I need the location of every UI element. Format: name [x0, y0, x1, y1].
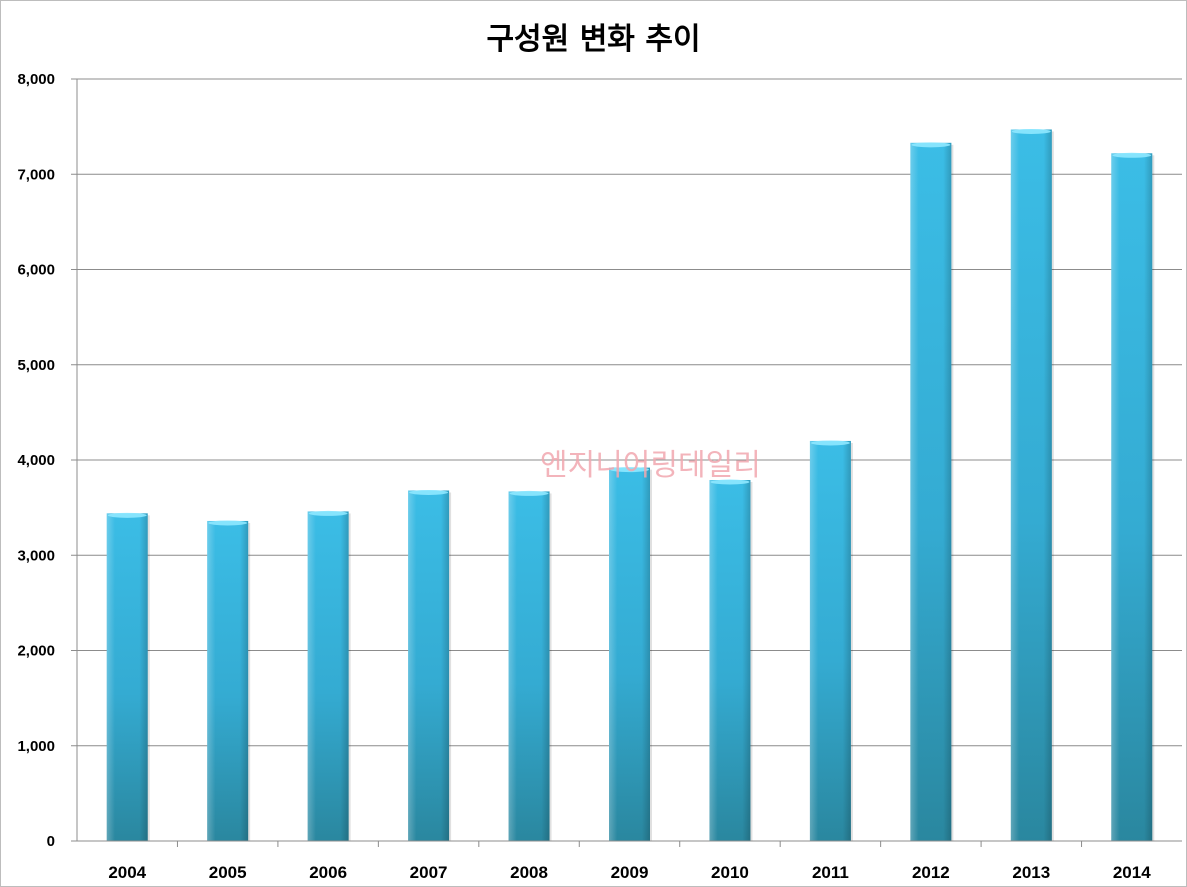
bar-shade: [508, 491, 550, 841]
x-tick-label: 2011: [812, 863, 849, 882]
y-tick-label: 3,000: [17, 547, 55, 564]
bar-2007: [408, 489, 452, 841]
x-tick-label: 2013: [1012, 863, 1050, 882]
bar-2011: [809, 440, 853, 841]
bar-2008: [508, 490, 552, 841]
bar-2006: [307, 510, 351, 841]
bar-2005: [207, 520, 251, 841]
x-tick-label: 2004: [108, 863, 146, 882]
watermark-text: 엔지니어링데일리: [540, 448, 761, 483]
chart-title: 구성원 변화 추이: [486, 22, 701, 57]
x-tick-label: 2012: [912, 863, 950, 882]
y-tick-label: 1,000: [17, 738, 55, 755]
y-tick-labels: 0 1,000 2,000 3,000 4,000 5,000 6,000 7,000 8,00…: [17, 71, 55, 850]
x-tick-label: 2007: [410, 863, 448, 882]
y-tick-label: 8,000: [17, 71, 55, 88]
bar-shade: [408, 490, 450, 841]
bar-shade: [207, 520, 249, 841]
bar-shade: [709, 480, 751, 841]
bar-highlight: [911, 142, 951, 148]
x-tick-label: 2006: [309, 863, 347, 882]
bar-highlight: [1011, 128, 1051, 134]
bar-highlight: [208, 520, 248, 526]
bar-highlight: [107, 512, 147, 518]
bar-shade: [106, 513, 148, 841]
x-tick-labels: 2004 2005 2006 2007 2008 2009 2010 2011 2012 2013…: [108, 863, 1151, 882]
bar-2012: [910, 142, 954, 841]
bar-shade: [809, 440, 851, 841]
y-tick-label: 4,000: [17, 452, 55, 469]
x-tick-label: 2009: [611, 863, 649, 882]
bar-highlight: [810, 440, 850, 446]
bar-2013: [1010, 128, 1054, 842]
y-tick-label: 5,000: [17, 357, 55, 374]
bar-shade: [307, 511, 349, 841]
bar-highlight: [509, 490, 549, 496]
bar-2010: [709, 479, 753, 841]
bar-highlight: [710, 479, 750, 485]
x-tick-label: 2010: [711, 863, 749, 882]
bar-shade: [609, 467, 650, 841]
bar-2004: [106, 512, 150, 841]
bar-2009: [609, 467, 652, 841]
bar-highlight: [610, 467, 649, 473]
bar-shade: [910, 142, 952, 841]
y-tick-label: 7,000: [17, 166, 55, 183]
bar-highlight: [308, 510, 348, 516]
bar-shade: [1010, 129, 1052, 842]
bar-shade: [1111, 153, 1153, 842]
x-tick-label: 2014: [1113, 863, 1151, 882]
axes: [76, 79, 1182, 847]
bar-highlight: [409, 489, 449, 495]
bar-highlight: [1112, 152, 1152, 158]
bar-2014: [1111, 152, 1155, 842]
y-tick-label: 6,000: [17, 262, 55, 279]
y-tick-label: 0: [47, 833, 55, 850]
x-tick-label: 2005: [209, 863, 247, 882]
y-tick-label: 2,000: [17, 643, 55, 660]
bars: [106, 128, 1155, 842]
x-tick-label: 2008: [510, 863, 548, 882]
